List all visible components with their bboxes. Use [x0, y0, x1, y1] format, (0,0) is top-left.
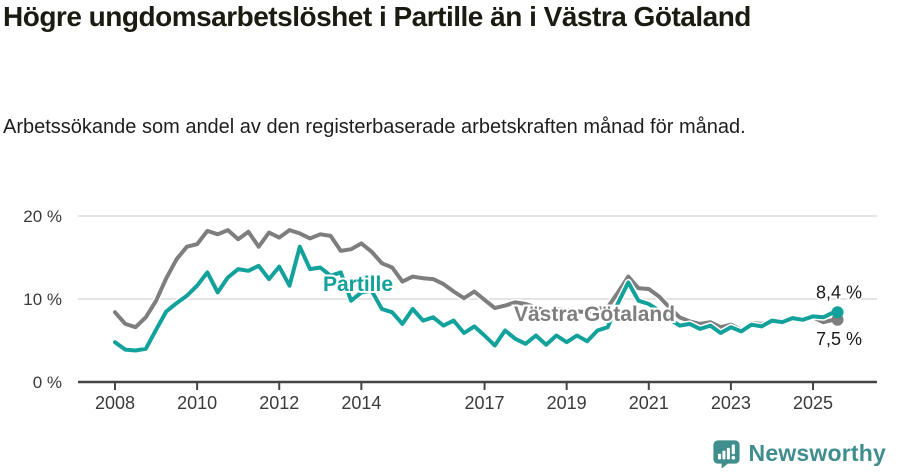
- series-label-vastra-gotaland: Västra Götaland: [514, 303, 675, 326]
- x-axis-tick-label: 2017: [465, 393, 505, 413]
- page-title: Högre ungdomsarbetslöshet i Partille än …: [3, 1, 751, 32]
- end-dot-partille: [831, 306, 844, 319]
- y-axis-tick-label: 10 %: [23, 290, 62, 309]
- page-subtitle: Arbetssökande som andel av den registerb…: [3, 116, 746, 138]
- chart-canvas: 0 % 10 % 20 % 2008 2010 2012 2014 2017 2019 2021 2…: [23, 207, 877, 413]
- x-axis-tick-label: 2021: [629, 393, 669, 413]
- end-value-label-partille: 8,4 %: [816, 282, 862, 302]
- y-axis-tick-label: 20 %: [23, 207, 62, 226]
- brand-name: Newsworthy: [748, 440, 886, 466]
- x-axis-tick-label: 2014: [341, 393, 381, 413]
- newsworthy-logo-icon: [712, 440, 740, 469]
- series-line-partille: [113, 244, 836, 353]
- end-value-label-vastra-gotaland: 7,5 %: [816, 329, 862, 349]
- x-axis-tick-label: 2025: [793, 393, 833, 413]
- x-axis-tick-label: 2019: [547, 393, 587, 413]
- youth-unemployment-line-chart: 0 % 10 % 20 % 2008 2010 2012 2014 2017 2019 2021 2…: [0, 195, 900, 439]
- series-label-partille: Partille: [323, 273, 393, 296]
- x-axis-tick-label: 2008: [95, 393, 135, 413]
- y-axis-tick-label: 0 %: [33, 373, 62, 392]
- x-axis-tick-label: 2012: [259, 393, 299, 413]
- x-axis-tick-label: 2023: [711, 393, 751, 413]
- brand-footer: Newsworthy: [711, 438, 886, 469]
- x-axis-tick-label: 2010: [177, 393, 217, 413]
